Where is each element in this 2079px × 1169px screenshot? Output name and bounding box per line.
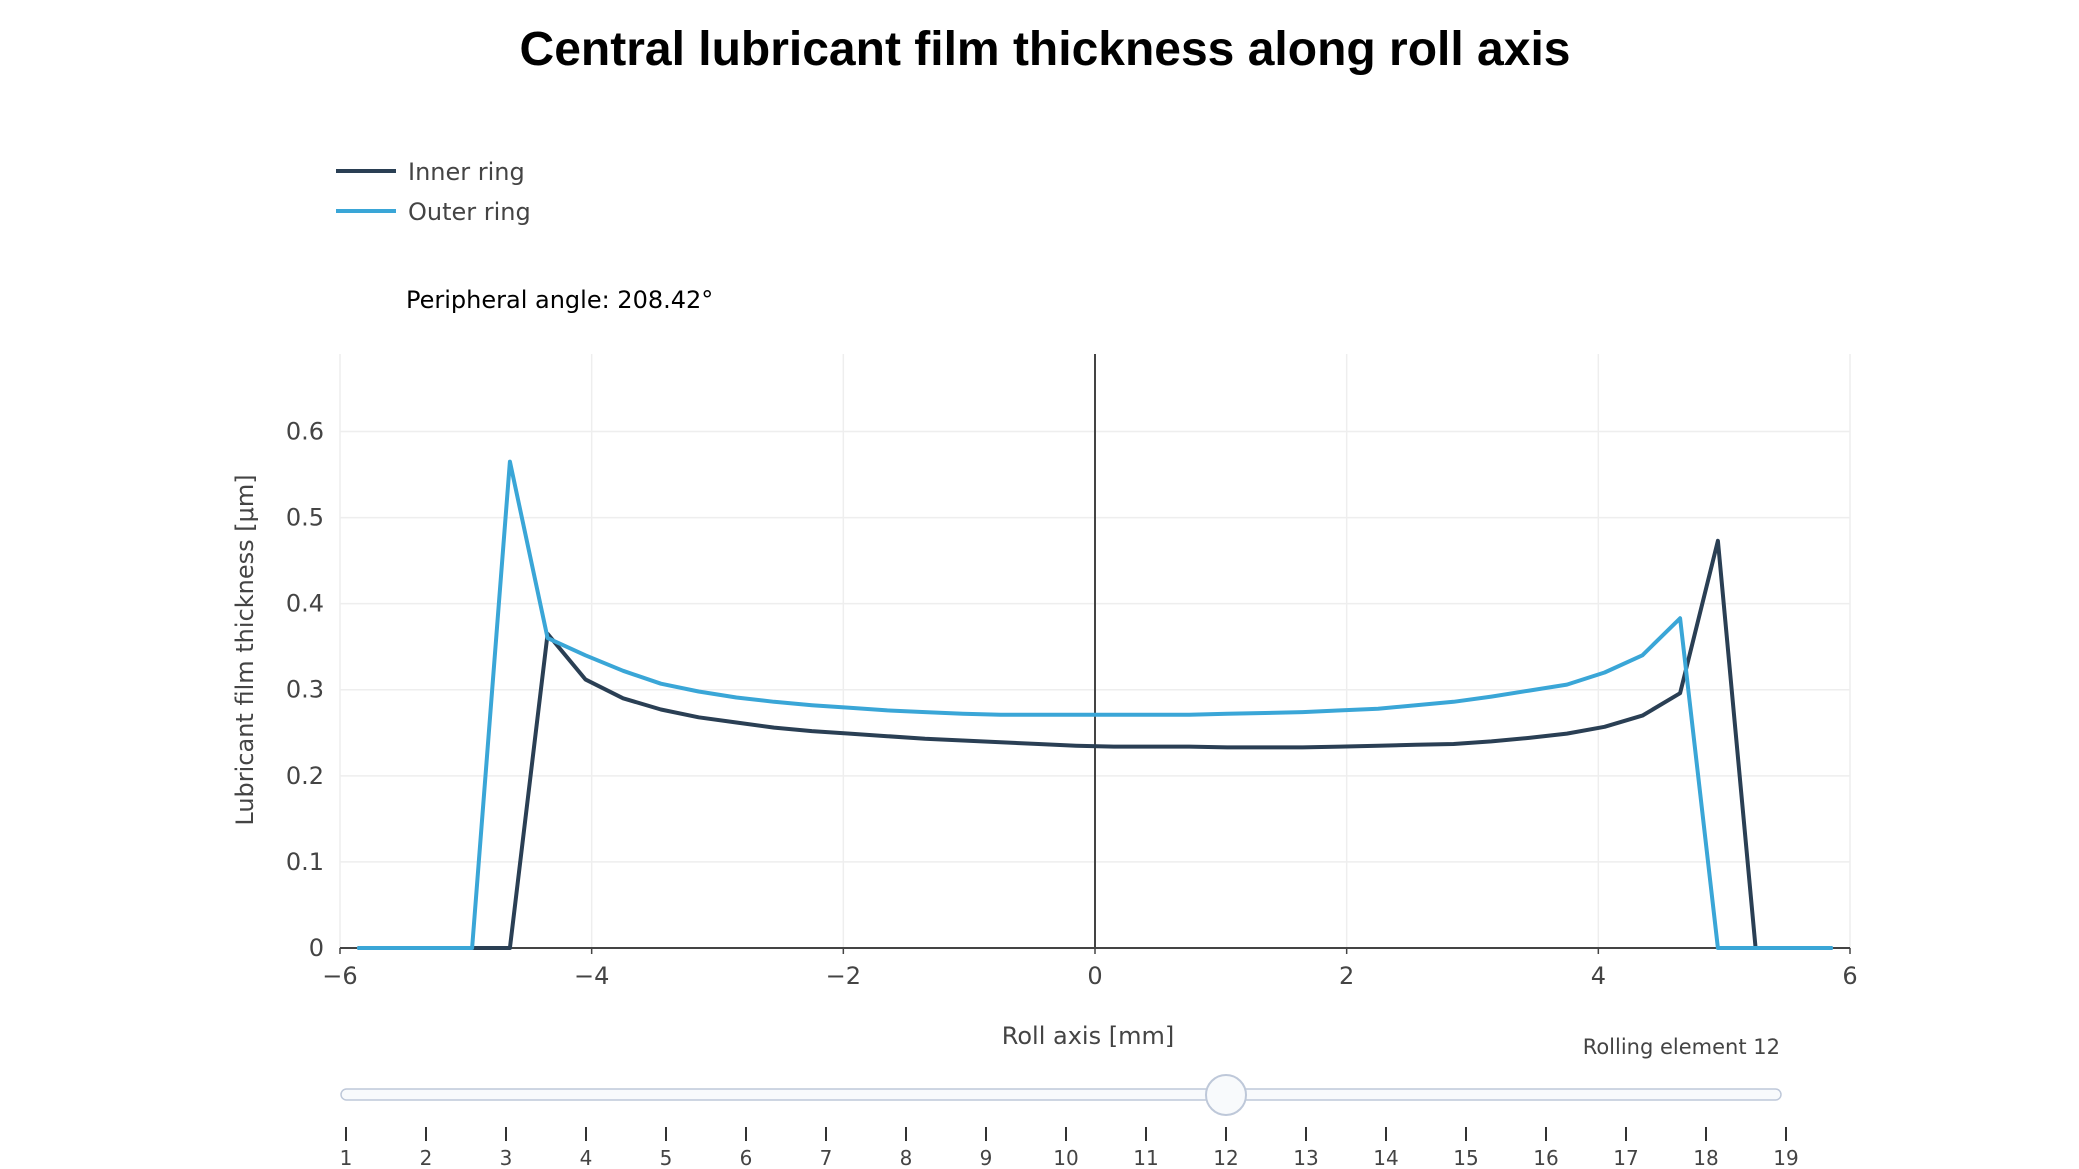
legend-item-inner-ring[interactable]: Inner ring [336, 158, 525, 186]
y-tick-label: 0.3 [286, 676, 324, 704]
slider-tick-label[interactable]: 18 [1693, 1146, 1718, 1169]
slider-tick-label[interactable]: 7 [820, 1146, 833, 1169]
slider-tick-label[interactable]: 19 [1773, 1146, 1798, 1169]
peripheral-angle-annotation: Peripheral angle: 208.42° [406, 286, 713, 314]
series-line-outer-ring [356, 459, 1834, 950]
x-axis-title: Roll axis [mm] [1002, 1022, 1174, 1050]
legend-label-outer-ring: Outer ring [408, 198, 531, 226]
slider-tick-label[interactable]: 14 [1373, 1146, 1398, 1169]
slider-tick-label[interactable]: 13 [1293, 1146, 1318, 1169]
x-tick-label: 0 [1087, 962, 1102, 990]
x-tick-label: −6 [322, 962, 357, 990]
slider-tick-label[interactable]: 3 [500, 1146, 513, 1169]
series-line-inner-ring [356, 538, 1834, 950]
slider-handle[interactable] [1205, 1074, 1247, 1116]
x-tick-label: −2 [826, 962, 861, 990]
chart-title: Central lubricant film thickness along r… [520, 23, 1571, 76]
slider-tick-label[interactable]: 1 [340, 1146, 353, 1169]
y-tick-label: 0 [309, 934, 324, 962]
rolling-element-slider[interactable]: Rolling element 12 1 2 3 4 5 6 7 8 9 10 11 12 13 14 15… [340, 1035, 1799, 1169]
slider-tick-label[interactable]: 10 [1053, 1146, 1078, 1169]
x-tick-label: 6 [1842, 962, 1857, 990]
slider-tick-label[interactable]: 2 [420, 1146, 433, 1169]
x-tick-label: −4 [574, 962, 609, 990]
y-tick-label: 0.4 [286, 590, 324, 618]
slider-tick-label[interactable]: 8 [900, 1146, 913, 1169]
slider-tick-label[interactable]: 5 [660, 1146, 673, 1169]
y-tick-label: 0.5 [286, 504, 324, 532]
slider-tick-label[interactable]: 16 [1533, 1146, 1558, 1169]
slider-tick-label[interactable]: 6 [740, 1146, 753, 1169]
slider-tick-label[interactable]: 11 [1133, 1146, 1158, 1169]
slider-current-value-label: Rolling element 12 [1583, 1035, 1780, 1059]
legend[interactable]: Inner ring Outer ring [336, 158, 531, 226]
slider-tick-label[interactable]: 17 [1613, 1146, 1638, 1169]
x-tick-label: 2 [1339, 962, 1354, 990]
legend-item-outer-ring[interactable]: Outer ring [336, 198, 531, 226]
slider-tick-label[interactable]: 12 [1213, 1146, 1238, 1169]
slider-ticks: 1 2 3 4 5 6 7 8 9 10 11 12 13 14 15 16 17 18 19 [340, 1127, 1799, 1169]
y-tick-label: 0.1 [286, 848, 324, 876]
x-tick-label: 4 [1591, 962, 1606, 990]
plot-area [356, 459, 1834, 950]
slider-tick-label[interactable]: 4 [580, 1146, 593, 1169]
tick-labels: −6 −4 −2 0 2 4 6 0 0.1 0.2 0.3 0.4 0.5 0.6 [286, 417, 1858, 990]
y-tick-label: 0.6 [286, 417, 324, 445]
y-axis-title: Lubricant film thickness [μm] [231, 474, 259, 825]
legend-label-inner-ring: Inner ring [408, 158, 525, 186]
slider-tick-label[interactable]: 15 [1453, 1146, 1478, 1169]
axes [339, 354, 1851, 954]
slider-tick-label[interactable]: 9 [980, 1146, 993, 1169]
slider-rail[interactable] [340, 1088, 1782, 1101]
y-tick-label: 0.2 [286, 762, 324, 790]
